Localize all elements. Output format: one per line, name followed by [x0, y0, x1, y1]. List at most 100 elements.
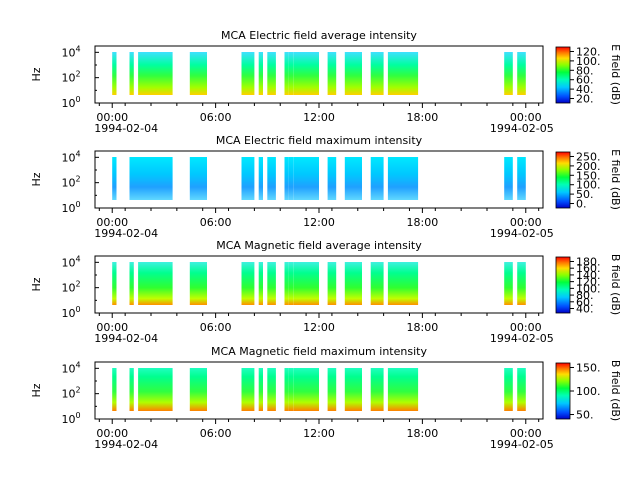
data-block — [112, 157, 117, 200]
data-block — [258, 157, 263, 200]
data-block — [370, 157, 384, 200]
x-tick-label: 00:00 — [510, 216, 542, 229]
colorbar-tick-label: 180. — [576, 255, 601, 268]
colorbar-tick-label: 80. — [576, 64, 594, 77]
data-block — [288, 157, 294, 200]
x-tick-label: 00:00 — [510, 111, 542, 124]
y-tick-label: 102 — [61, 386, 80, 401]
data-block — [284, 368, 289, 411]
data-block — [504, 52, 513, 95]
colorbar-tick-label: 200. — [576, 160, 601, 173]
colorbar-tick-label: 140. — [576, 269, 601, 282]
data-block — [288, 262, 294, 305]
colorbar-tick-label: 40. — [576, 83, 594, 96]
data-block — [267, 52, 276, 95]
data-block — [189, 52, 207, 95]
data-block — [189, 157, 207, 200]
y-tick-label: 104 — [61, 149, 80, 164]
data-block — [504, 262, 513, 305]
x-tick-label: 06:00 — [200, 427, 232, 440]
data-block — [517, 368, 526, 411]
data-block — [327, 368, 337, 411]
x-tick-label: 12:00 — [303, 321, 335, 334]
colorbar — [555, 46, 571, 104]
data-block — [284, 157, 289, 200]
data-block — [112, 368, 117, 411]
x-tick-label: 00:00 — [96, 321, 128, 334]
data-block — [258, 368, 263, 411]
colorbar-tick-label: 100. — [576, 385, 601, 398]
colorbar-label: E field (dB) — [609, 44, 622, 105]
colorbar-tick-label: 160. — [576, 262, 601, 275]
panel-1: MCA Electric field average intensity 100 1… — [30, 29, 622, 135]
data-block — [284, 52, 289, 95]
panel-4: MCA Magnetic field maximum intensity 100 1… — [30, 345, 622, 451]
data-block — [327, 157, 337, 200]
data-block — [327, 52, 337, 95]
colorbar-tick-label: 120. — [576, 45, 601, 58]
data-block — [288, 368, 294, 411]
data-block — [288, 52, 294, 95]
colorbar-label: B field (dB) — [609, 254, 622, 315]
data-block — [129, 52, 134, 95]
data-block — [327, 262, 337, 305]
y-tick-label: 104 — [61, 44, 80, 59]
y-axis-label: Hz — [30, 383, 43, 397]
x-date-label: 1994-02-05 — [490, 438, 554, 451]
data-block — [517, 52, 526, 95]
colorbar-tick-label: 50. — [576, 409, 594, 422]
data-block — [344, 262, 362, 305]
x-tick-label: 00:00 — [510, 427, 542, 440]
data-block — [344, 52, 362, 95]
y-axis-label: Hz — [30, 277, 43, 291]
data-block — [370, 368, 384, 411]
data-block — [112, 262, 117, 305]
x-tick-label: 00:00 — [96, 216, 128, 229]
chart-title: MCA Electric field maximum intensity — [216, 134, 423, 147]
y-tick-label: 100 — [61, 200, 80, 215]
colorbar-tick-label: 100. — [576, 179, 601, 192]
data-block — [258, 262, 263, 305]
colorbar-tick-label: 60. — [576, 296, 594, 309]
y-tick-label: 102 — [61, 280, 80, 295]
x-tick-label: 06:00 — [200, 216, 232, 229]
x-tick-label: 00:00 — [96, 111, 128, 124]
colorbar-tick-label: 60. — [576, 74, 594, 87]
data-block — [267, 157, 276, 200]
data-block — [267, 262, 276, 305]
x-tick-label: 18:00 — [407, 321, 439, 334]
y-tick-label: 100 — [61, 411, 80, 426]
data-block — [293, 368, 319, 411]
y-tick-label: 102 — [61, 175, 80, 190]
x-date-label: 1994-02-04 — [94, 227, 158, 240]
data-block — [138, 52, 173, 95]
data-block — [517, 157, 526, 200]
data-block — [112, 52, 117, 95]
colorbar-tick-label: 100. — [576, 282, 601, 295]
data-block — [504, 157, 513, 200]
data-block — [293, 157, 319, 200]
x-tick-label: 00:00 — [510, 321, 542, 334]
panel-2: MCA Electric field maximum intensity 100 1… — [30, 134, 622, 240]
data-block — [517, 262, 526, 305]
data-block — [189, 368, 207, 411]
colorbar-tick-label: 250. — [576, 150, 601, 163]
x-tick-label: 12:00 — [303, 427, 335, 440]
colorbar — [555, 362, 571, 420]
data-block — [344, 157, 362, 200]
data-block — [129, 368, 134, 411]
colorbar-tick-label: 20. — [576, 93, 594, 106]
y-tick-label: 100 — [61, 305, 80, 320]
data-block — [293, 52, 319, 95]
data-block — [129, 157, 173, 200]
data-block — [293, 262, 319, 305]
data-block — [387, 262, 419, 305]
colorbar-tick-label: 50. — [576, 188, 594, 201]
x-tick-label: 18:00 — [407, 427, 439, 440]
data-block — [267, 368, 276, 411]
colorbar-tick-label: 100. — [576, 55, 601, 68]
y-tick-label: 100 — [61, 95, 80, 110]
x-date-label: 1994-02-05 — [490, 332, 554, 345]
colorbar-label: B field (dB) — [609, 360, 622, 421]
